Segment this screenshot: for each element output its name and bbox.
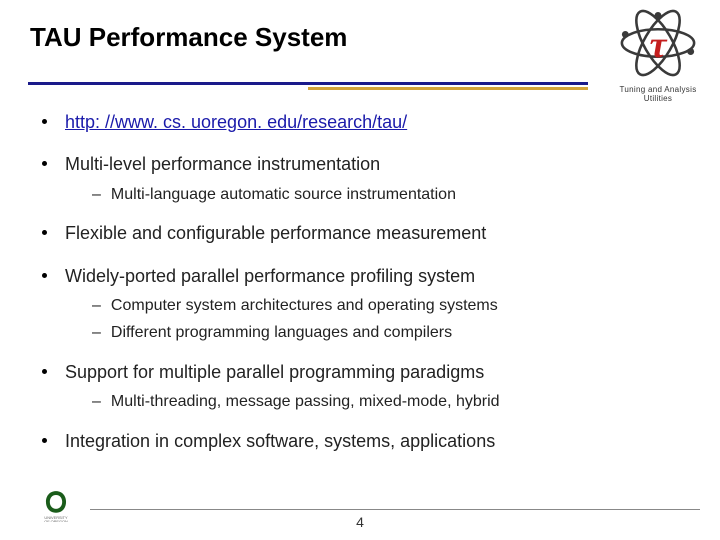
page-number: 4 <box>0 514 720 530</box>
bullet-item: http: //www. cs. uoregon. edu/research/t… <box>42 110 680 134</box>
bullet-content: http: //www. cs. uoregon. edu/research/t… <box>42 110 680 471</box>
tau-logo-caption: Tuning and Analysis Utilities <box>610 85 706 103</box>
dash-icon: – <box>92 185 101 206</box>
sub-bullet-item: –Computer system architectures and opera… <box>92 296 680 317</box>
dash-icon: – <box>92 323 101 344</box>
sub-bullet-text: Multi-threading, message passing, mixed-… <box>111 392 500 413</box>
bullet-dot <box>42 161 47 166</box>
sub-bullet-item: –Multi-language automatic source instrum… <box>92 185 680 206</box>
bullet-text: Support for multiple parallel programmin… <box>65 360 484 384</box>
sub-bullet-text: Computer system architectures and operat… <box>111 296 498 317</box>
sub-bullet-item: –Different programming languages and com… <box>92 323 680 344</box>
svg-text:τ: τ <box>650 24 668 66</box>
bullet-text: Flexible and configurable performance me… <box>65 221 486 245</box>
tau-logo-area: τ Tuning and Analysis Utilities <box>610 8 706 103</box>
bullet-item: Integration in complex software, systems… <box>42 429 680 453</box>
title-divider <box>28 82 588 90</box>
slide: TAU Performance System τ Tuning and Anal… <box>0 0 720 540</box>
slide-title: TAU Performance System <box>30 22 347 53</box>
dash-icon: – <box>92 392 101 413</box>
bullet-dot <box>42 369 47 374</box>
bullet-item: Widely-ported parallel performance profi… <box>42 264 680 288</box>
bullet-dot <box>42 230 47 235</box>
bullet-dot <box>42 438 47 443</box>
sub-bullet-text: Different programming languages and comp… <box>111 323 452 344</box>
dash-icon: – <box>92 296 101 317</box>
bullet-dot <box>42 119 47 124</box>
bullet-text: Multi-level performance instrumentation <box>65 152 380 176</box>
bullet-item: Multi-level performance instrumentation <box>42 152 680 176</box>
bullet-dot <box>42 273 47 278</box>
sub-bullet-text: Multi-language automatic source instrume… <box>111 185 456 206</box>
bullet-text: Integration in complex software, systems… <box>65 429 495 453</box>
sub-bullet-item: –Multi-threading, message passing, mixed… <box>92 392 680 413</box>
tau-atom-icon: τ <box>615 8 701 78</box>
bullet-item: Support for multiple parallel programmin… <box>42 360 680 384</box>
bullet-link[interactable]: http: //www. cs. uoregon. edu/research/t… <box>65 110 407 134</box>
bullet-item: Flexible and configurable performance me… <box>42 221 680 245</box>
bullet-text: Widely-ported parallel performance profi… <box>65 264 475 288</box>
